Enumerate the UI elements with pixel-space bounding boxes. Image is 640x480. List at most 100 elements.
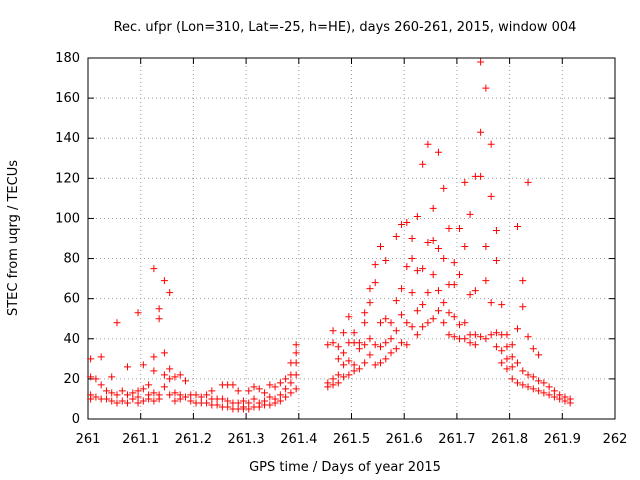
data-point bbox=[456, 224, 464, 232]
data-point bbox=[340, 329, 348, 337]
data-point bbox=[361, 341, 369, 349]
data-point bbox=[113, 399, 121, 407]
data-point bbox=[482, 84, 490, 92]
data-point bbox=[466, 291, 474, 299]
data-point bbox=[487, 140, 495, 148]
data-point bbox=[124, 363, 132, 371]
data-point bbox=[519, 367, 527, 375]
data-point bbox=[224, 397, 232, 405]
data-point bbox=[387, 335, 395, 343]
data-point bbox=[155, 305, 163, 313]
data-point bbox=[424, 289, 432, 297]
data-point bbox=[166, 365, 174, 373]
data-point bbox=[456, 321, 464, 329]
data-point bbox=[408, 289, 416, 297]
data-point bbox=[108, 397, 116, 405]
data-point bbox=[429, 315, 437, 323]
data-point bbox=[166, 289, 174, 297]
data-point bbox=[124, 399, 132, 407]
data-point bbox=[340, 349, 348, 357]
data-point bbox=[350, 329, 358, 337]
data-point bbox=[550, 387, 558, 395]
data-point bbox=[282, 385, 290, 393]
y-tick-labels: 0 20 40 60 80 100 120 140 160 180 bbox=[55, 51, 80, 427]
data-point bbox=[408, 323, 416, 331]
data-point bbox=[292, 371, 300, 379]
data-point bbox=[419, 323, 427, 331]
data-point bbox=[477, 333, 485, 341]
data-point bbox=[150, 389, 158, 397]
data-point bbox=[171, 389, 179, 397]
data-point bbox=[471, 341, 479, 349]
y-tick-label: 0 bbox=[72, 412, 80, 427]
data-point bbox=[176, 371, 184, 379]
data-point bbox=[524, 383, 532, 391]
data-point bbox=[408, 235, 416, 242]
data-point bbox=[535, 387, 543, 395]
data-point bbox=[87, 395, 95, 403]
x-tick-labels: 261 261.1 261.2 261.3 261.4 261.5 261.6 261.7 26… bbox=[76, 432, 628, 447]
data-point bbox=[387, 349, 395, 357]
data-point bbox=[113, 391, 121, 399]
data-point bbox=[245, 387, 253, 395]
data-point bbox=[492, 329, 500, 337]
x-tick-label: 261.3 bbox=[227, 432, 264, 447]
data-point bbox=[450, 333, 458, 341]
x-tick-label: 261.6 bbox=[386, 432, 423, 447]
data-point bbox=[355, 345, 363, 353]
data-point bbox=[366, 351, 374, 359]
data-point bbox=[266, 401, 274, 409]
data-point bbox=[482, 243, 490, 251]
data-point bbox=[203, 391, 211, 399]
data-point bbox=[150, 265, 158, 273]
data-point bbox=[139, 361, 147, 369]
data-point bbox=[398, 311, 406, 319]
data-point bbox=[545, 391, 553, 399]
y-tick-label: 20 bbox=[63, 372, 80, 387]
data-point bbox=[292, 385, 300, 393]
y-tick-label: 100 bbox=[55, 211, 80, 226]
data-point bbox=[419, 160, 427, 168]
data-point bbox=[514, 379, 522, 387]
data-point bbox=[166, 391, 174, 399]
data-point bbox=[419, 265, 427, 273]
data-point bbox=[97, 353, 105, 361]
data-point bbox=[166, 375, 174, 383]
data-point bbox=[535, 351, 543, 359]
data-point bbox=[108, 389, 116, 397]
data-point bbox=[97, 381, 105, 389]
data-point bbox=[498, 347, 506, 355]
data-point bbox=[276, 397, 284, 405]
data-point bbox=[524, 178, 532, 186]
data-point bbox=[413, 212, 421, 220]
data-point bbox=[419, 301, 427, 309]
data-point bbox=[529, 385, 537, 393]
data-point bbox=[334, 371, 342, 379]
data-point bbox=[329, 339, 337, 347]
data-point bbox=[145, 381, 153, 389]
data-point bbox=[329, 381, 337, 389]
data-point bbox=[361, 359, 369, 367]
data-point bbox=[376, 359, 384, 367]
data-point bbox=[403, 319, 411, 327]
data-point bbox=[108, 373, 116, 381]
data-point bbox=[508, 363, 516, 371]
data-point bbox=[366, 335, 374, 343]
data-point bbox=[329, 375, 337, 383]
data-point bbox=[376, 243, 384, 251]
data-point bbox=[403, 341, 411, 349]
data-point bbox=[519, 277, 527, 285]
data-point bbox=[550, 393, 558, 401]
data-point bbox=[366, 299, 374, 307]
data-point bbox=[535, 377, 543, 385]
data-point bbox=[150, 353, 158, 361]
data-point bbox=[514, 359, 522, 367]
data-point bbox=[334, 343, 342, 351]
data-point bbox=[382, 355, 390, 363]
data-point bbox=[524, 371, 532, 379]
data-point bbox=[171, 397, 179, 405]
data-point bbox=[371, 261, 379, 269]
data-point bbox=[450, 281, 458, 289]
data-point bbox=[234, 399, 242, 407]
